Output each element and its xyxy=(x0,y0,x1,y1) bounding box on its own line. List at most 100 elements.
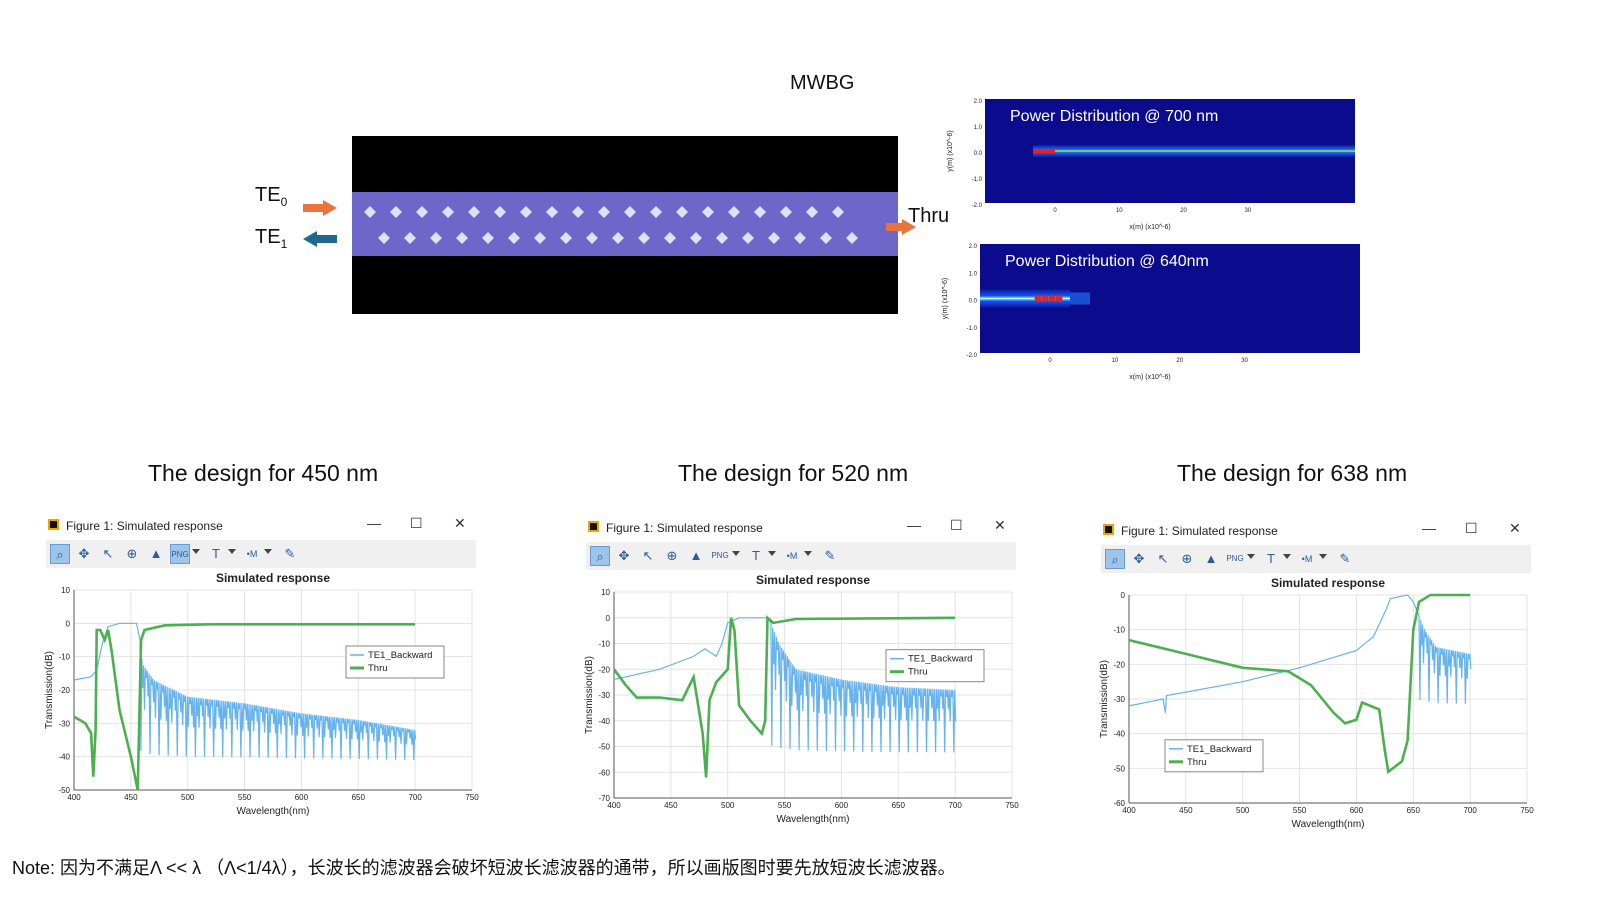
maximize-button[interactable]: ☐ xyxy=(1465,520,1478,536)
figure-window: Figure 1: Simulated response — ☐ ✕ ⌕ ✥ ↖ ⊕ ▲ PNG T… xyxy=(1097,517,1545,835)
x-tick-label: 600 xyxy=(835,801,849,810)
x-tick-label: 400 xyxy=(607,801,621,810)
y-tick-label: -70 xyxy=(598,794,610,803)
footnote: Note: 因为不满足Λ << λ （Λ<1/4λ），长波长的滤波器会破坏短波长… xyxy=(12,858,956,878)
x-tick-label: 650 xyxy=(892,801,906,810)
minimize-button[interactable]: — xyxy=(367,515,381,531)
pan-icon[interactable]: ✥ xyxy=(1133,551,1145,566)
design-title-638: The design for 638 nm xyxy=(1177,460,1408,486)
grating-hole xyxy=(390,206,402,218)
dropdown-caret-icon[interactable] xyxy=(1319,554,1327,559)
series-line-thru xyxy=(1128,593,1471,775)
text-icon[interactable]: T xyxy=(1267,551,1275,566)
diagram-title: MWBG xyxy=(790,72,855,94)
power-hotspot xyxy=(1033,149,1055,153)
series-line-thru xyxy=(73,623,416,791)
x-tick-label: 400 xyxy=(67,793,81,802)
dropdown-caret-icon[interactable] xyxy=(732,551,740,556)
legend-entry: Thru xyxy=(1187,757,1207,768)
pencil-icon[interactable]: ✎ xyxy=(284,546,296,561)
y-tick-label: 2.0 xyxy=(974,99,983,105)
minimize-button[interactable]: — xyxy=(907,517,921,533)
pointer-icon[interactable]: ↖ xyxy=(1157,551,1169,566)
zoom-icon[interactable]: ⌕ xyxy=(50,544,70,564)
dropdown-caret-icon[interactable] xyxy=(228,549,236,554)
x-tick-label: 600 xyxy=(1350,806,1364,815)
grating-hole xyxy=(442,206,454,218)
dropdown-caret-icon[interactable] xyxy=(804,551,812,556)
grating-hole xyxy=(754,206,766,218)
figure-toolbar: ⌕ ✥ ↖ ⊕ ▲ PNG T •M ✎ xyxy=(46,540,476,568)
pan-icon[interactable]: ✥ xyxy=(78,546,90,561)
pencil-icon[interactable]: ✎ xyxy=(1339,551,1351,566)
maximize-button[interactable]: ☐ xyxy=(410,515,423,531)
x-axis-label: Wavelength(nm) xyxy=(237,806,310,817)
x-tick-label: 550 xyxy=(778,801,792,810)
grating-hole xyxy=(482,232,494,244)
grating-hole xyxy=(364,206,376,218)
zoom-box-icon[interactable]: ⊕ xyxy=(1181,551,1193,566)
y-tick-label: 0.0 xyxy=(974,151,983,157)
y-tick-label: -50 xyxy=(58,786,70,795)
x-tick-label: 0 xyxy=(1048,358,1052,364)
backward-arrow-icon xyxy=(303,231,337,247)
x-tick-label: 450 xyxy=(664,801,678,810)
dropdown-caret-icon[interactable] xyxy=(1247,554,1255,559)
dropdown-caret-icon[interactable] xyxy=(1283,554,1291,559)
pointer-icon[interactable]: ↖ xyxy=(642,548,654,563)
y-tick-label: -60 xyxy=(598,768,610,777)
png-export-icon[interactable]: PNG xyxy=(1226,554,1244,563)
png-export-icon[interactable]: PNG xyxy=(170,544,190,564)
mountain-icon[interactable]: ▲ xyxy=(149,546,163,561)
marker-icon[interactable]: •M xyxy=(1301,554,1313,564)
close-button[interactable]: ✕ xyxy=(454,515,466,531)
grating-hole xyxy=(598,206,610,218)
series-line-te1-backward xyxy=(1128,594,1472,713)
thru-label: Thru xyxy=(908,205,950,227)
grating-hole xyxy=(416,206,428,218)
waveguide-core xyxy=(352,192,898,256)
marker-icon[interactable]: •M xyxy=(246,549,258,559)
pan-icon[interactable]: ✥ xyxy=(618,548,630,563)
y-tick-label: 1.0 xyxy=(974,125,983,131)
close-button[interactable]: ✕ xyxy=(994,517,1006,533)
text-icon[interactable]: T xyxy=(212,546,220,561)
y-tick-label: -20 xyxy=(598,665,610,674)
dropdown-caret-icon[interactable] xyxy=(768,551,776,556)
grating-hole xyxy=(546,206,558,218)
minimize-button[interactable]: — xyxy=(1422,520,1436,536)
pointer-icon[interactable]: ↖ xyxy=(102,546,114,561)
y-tick-label: 1.0 xyxy=(969,271,978,277)
zoom-icon[interactable]: ⌕ xyxy=(590,546,610,566)
y-tick-label: -30 xyxy=(598,691,610,700)
text-icon[interactable]: T xyxy=(752,548,760,563)
close-button[interactable]: ✕ xyxy=(1509,520,1521,536)
grating-hole xyxy=(664,232,676,244)
x-tick-label: 650 xyxy=(1407,806,1421,815)
zoom-box-icon[interactable]: ⊕ xyxy=(666,548,678,563)
pencil-icon[interactable]: ✎ xyxy=(824,548,836,563)
y-axis-label: Transmission(dB) xyxy=(44,651,55,729)
figure-window: Figure 1: Simulated response — ☐ ✕ ⌕ ✥ ↖ ⊕ ▲ PNG T… xyxy=(582,514,1030,830)
y-tick-label: -40 xyxy=(1113,730,1125,739)
zoom-icon[interactable]: ⌕ xyxy=(1105,549,1125,569)
dropdown-caret-icon[interactable] xyxy=(192,549,200,554)
legend-entry: TE1_Backward xyxy=(368,650,432,661)
window-titlebar: Figure 1: Simulated response — ☐ ✕ xyxy=(582,514,1030,540)
zoom-box-icon[interactable]: ⊕ xyxy=(126,546,138,561)
y-tick-label: -1.0 xyxy=(972,177,983,183)
figure-window: Figure 1: Simulated response — ☐ ✕ ⌕ ✥ ↖ ⊕ ▲ PNG T… xyxy=(42,512,490,822)
mountain-icon[interactable]: ▲ xyxy=(689,548,703,563)
dropdown-caret-icon[interactable] xyxy=(264,549,272,554)
mountain-icon[interactable]: ▲ xyxy=(1204,551,1218,566)
grating-hole xyxy=(702,206,714,218)
legend-entry: TE1_Backward xyxy=(1187,744,1251,755)
maximize-button[interactable]: ☐ xyxy=(950,517,963,533)
marker-icon[interactable]: •M xyxy=(786,551,798,561)
x-axis-label: x(m) (x10^-6) xyxy=(1129,374,1170,381)
y-tick-label: 2.0 xyxy=(969,244,978,250)
png-export-icon[interactable]: PNG xyxy=(711,551,729,560)
window-titlebar: Figure 1: Simulated response — ☐ ✕ xyxy=(42,512,490,538)
grating-hole xyxy=(534,232,546,244)
power-map-title: Power Distribution @ 640nm xyxy=(1005,253,1209,270)
